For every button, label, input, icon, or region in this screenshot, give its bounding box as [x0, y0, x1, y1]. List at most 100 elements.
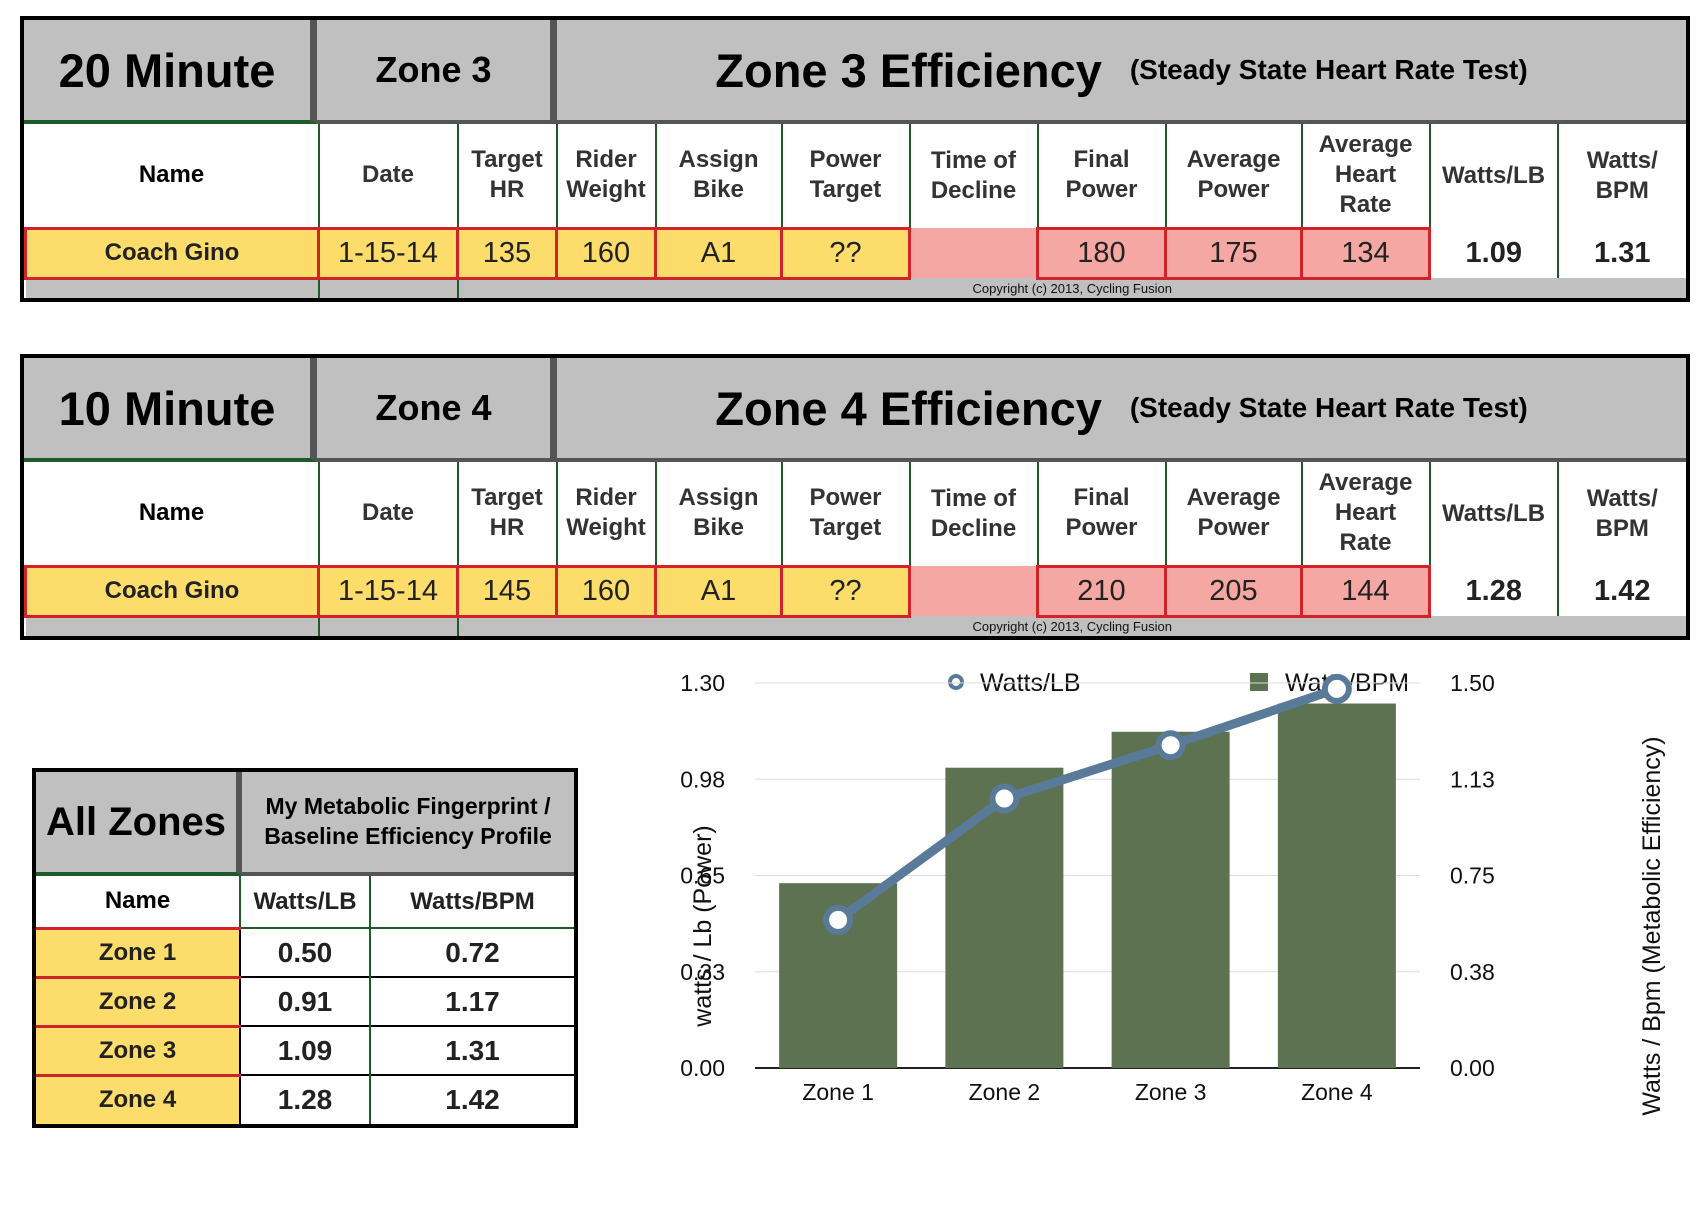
test-table: Name Date Target HR Rider Weight Assign Bike…: [24, 462, 1686, 636]
col-name: Name: [25, 462, 320, 566]
assign-bike-cell[interactable]: A1: [654, 564, 783, 618]
final-power-cell[interactable]: 210: [1036, 564, 1167, 618]
target-hr-cell[interactable]: 145: [456, 564, 558, 618]
footer-cell: [25, 278, 320, 298]
average-hr-cell[interactable]: 144: [1300, 564, 1431, 618]
watts-bpm-cell: 1.17: [370, 976, 574, 1026]
duration-label: 10 Minute: [24, 358, 317, 462]
title-text: Zone 4 Efficiency: [715, 381, 1102, 435]
y-tick-right: 1.13: [1450, 766, 1495, 792]
final-power-cell[interactable]: 180: [1036, 226, 1167, 280]
bar-series: [779, 703, 1396, 1068]
col-final-power: Final Power: [1037, 124, 1167, 228]
rider-name-cell[interactable]: Coach Gino: [24, 226, 320, 280]
subtitle-text: (Steady State Heart Rate Test): [1129, 54, 1528, 85]
watts-bpm-cell: 0.72: [370, 927, 574, 977]
y-tick-left: 0.33: [680, 959, 725, 985]
zone-label: Zone 3: [317, 20, 557, 124]
watts-lb-cell: 1.28: [1429, 566, 1559, 616]
y-tick-right: 0.75: [1450, 863, 1495, 889]
date-cell[interactable]: 1-15-14: [317, 226, 459, 280]
table-row: Coach Gino 1-15-14 135 160 A1 ?? 180 175…: [24, 226, 1686, 280]
duration-label: 20 Minute: [24, 20, 317, 124]
col-watts-lb: Watts/LB: [240, 876, 371, 929]
col-average-power: Average Power: [1165, 462, 1303, 566]
average-hr-cell[interactable]: 134: [1300, 226, 1431, 280]
col-rider-weight: Rider Weight: [556, 462, 657, 566]
all-zones-table: All Zones My Metabolic Fingerprint / Bas…: [32, 768, 578, 1128]
all-zones-title: All Zones: [36, 772, 242, 876]
rider-name-cell[interactable]: Coach Gino: [24, 564, 320, 618]
col-watts-lb: Watts/LB: [1429, 462, 1559, 566]
legend-bar-marker: [1250, 673, 1268, 691]
date-cell[interactable]: 1-15-14: [317, 564, 459, 618]
series-line: [835, 684, 1339, 924]
column-header-row: Name Date Target HR Rider Weight Assign Bike…: [25, 124, 1687, 228]
y-tick-left: 0.98: [680, 766, 725, 792]
watts-lb-cell: 1.09: [1429, 228, 1559, 278]
summary-table: Name Watts/LB Watts/BPM Zone 1 0.50 0.72…: [36, 876, 574, 1124]
bar: [945, 767, 1064, 1068]
y-tick-left: 1.30: [680, 670, 725, 696]
average-power-cell[interactable]: 205: [1164, 564, 1303, 618]
zone-name-cell: Zone 2: [36, 975, 241, 1026]
power-target-cell[interactable]: ??: [780, 564, 911, 618]
sheet-header: 10 Minute Zone 4 Zone 4 Efficiency (Stea…: [24, 358, 1686, 462]
col-power-target: Power Target: [781, 124, 911, 228]
assign-bike-cell[interactable]: A1: [654, 226, 783, 280]
y-axis-left-label: watts / Lb (Power): [689, 825, 717, 1027]
subtitle-text: (Steady State Heart Rate Test): [1129, 392, 1528, 423]
zone3-test-sheet: 20 Minute Zone 3 Zone 3 Efficiency (Stea…: [20, 16, 1690, 302]
bar: [1277, 703, 1396, 1068]
col-name: Name: [36, 876, 241, 929]
line-point: [1155, 730, 1186, 761]
col-average-hr: Average Heart Rate: [1301, 462, 1431, 566]
col-watts-bpm: Watts/ BPM: [1586, 485, 1658, 542]
time-of-decline-cell[interactable]: [909, 228, 1038, 278]
watts-bpm-cell: 1.42: [370, 1074, 574, 1124]
average-power-cell[interactable]: 175: [1164, 226, 1303, 280]
col-average-power: Average Power: [1165, 124, 1303, 228]
sheet-header: 20 Minute Zone 3 Zone 3 Efficiency (Stea…: [24, 20, 1686, 124]
col-average-hr: Average Heart Rate: [1301, 124, 1431, 228]
x-tick-label: Zone 3: [1135, 1079, 1207, 1105]
time-of-decline-cell[interactable]: [909, 566, 1038, 616]
y-tick-right: 0.38: [1450, 959, 1495, 985]
col-watts-bpm: Watts/BPM: [370, 876, 574, 929]
col-watts-lb: Watts/LB: [1429, 124, 1559, 228]
zone-label: Zone 4: [317, 358, 557, 462]
power-target-cell[interactable]: ??: [780, 226, 911, 280]
rider-weight-cell[interactable]: 160: [555, 226, 657, 280]
footer-row: Copyright (c) 2013, Cycling Fusion: [25, 616, 1686, 636]
zone-name-cell: Zone 1: [36, 926, 241, 977]
all-zones-header: All Zones My Metabolic Fingerprint / Bas…: [36, 772, 574, 876]
all-zones-subtitle: My Metabolic Fingerprint / Baseline Effi…: [242, 772, 574, 876]
footer-cell: [318, 278, 459, 298]
line-point: [989, 783, 1020, 814]
col-time-of-decline: Time of Decline: [909, 124, 1039, 228]
col-target-hr: Target HR: [457, 124, 558, 228]
table-row: Zone 1 0.50 0.72: [36, 926, 574, 977]
line-point: [1321, 673, 1352, 704]
test-table: Name Date Target HR Rider Weight Assign Bike…: [24, 124, 1686, 298]
col-time-of-decline: Time of Decline: [909, 462, 1039, 566]
x-tick-label: Zone 1: [802, 1079, 874, 1105]
zone-name-cell: Zone 4: [36, 1073, 241, 1124]
footer-cell: [25, 616, 320, 636]
col-assign-bike: Assign Bike: [655, 462, 783, 566]
col-name: Name: [25, 124, 320, 228]
col-final-power: Final Power: [1037, 462, 1167, 566]
x-tick-label: Zone 4: [1301, 1079, 1373, 1105]
target-hr-cell[interactable]: 135: [456, 226, 558, 280]
watts-lb-cell: 0.91: [240, 976, 371, 1026]
col-date: Date: [318, 462, 459, 566]
rider-weight-cell[interactable]: 160: [555, 564, 657, 618]
bar: [1111, 731, 1230, 1068]
footer-cell: [318, 616, 459, 636]
table-row: Zone 2 0.91 1.17: [36, 975, 574, 1026]
col-watts-bpm: Watts/ BPM: [1586, 147, 1658, 204]
copyright-text: Copyright (c) 2013, Cycling Fusion: [457, 616, 1686, 636]
table-row: Coach Gino 1-15-14 145 160 A1 ?? 210 205…: [24, 564, 1686, 618]
zone4-test-sheet: 10 Minute Zone 4 Zone 4 Efficiency (Stea…: [20, 354, 1690, 640]
col-target-hr: Target HR: [457, 462, 558, 566]
